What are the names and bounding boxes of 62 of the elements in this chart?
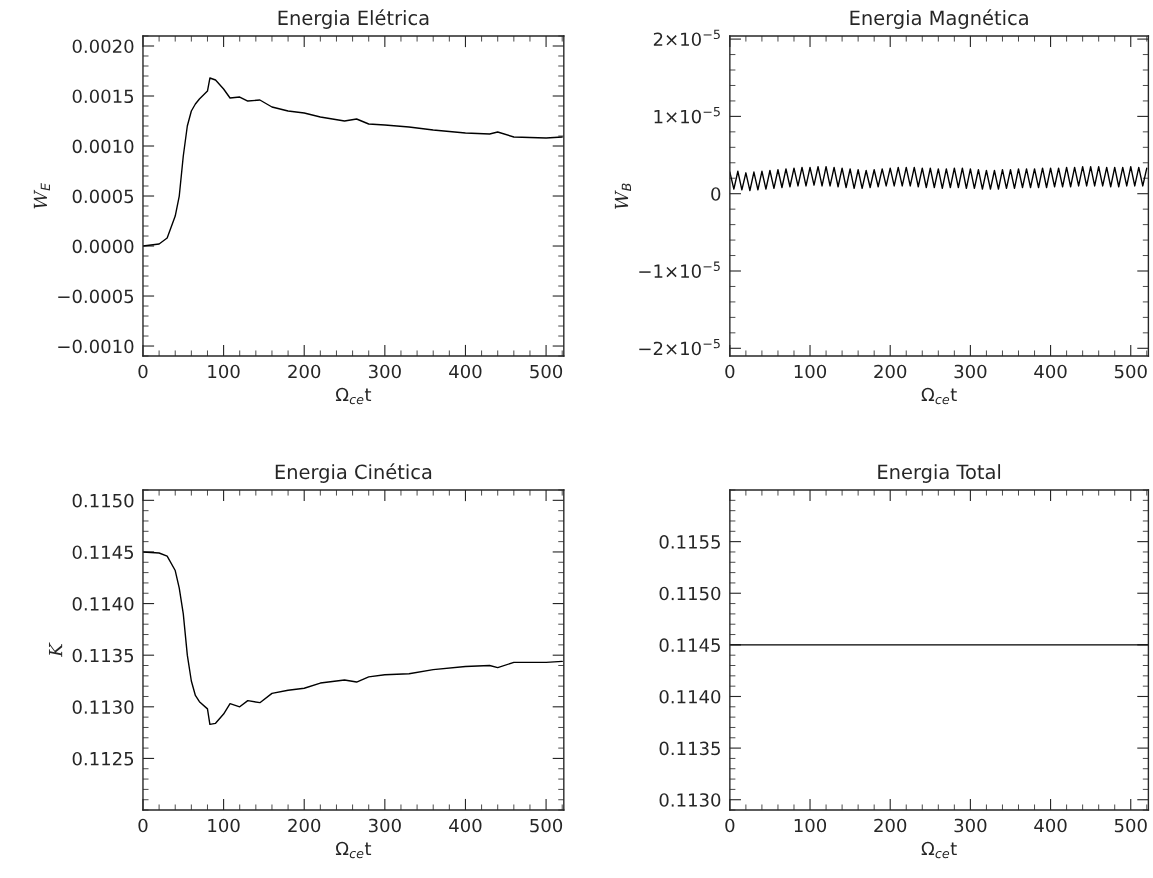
x-axis-title: Ω$_{ce}$t [335,387,372,405]
y-tick-label: 0.1130 [72,700,134,714]
x-tick-label: 100 [208,364,240,379]
x-tick-label: 0 [725,818,735,833]
chart-title: Energia Magnética [850,9,1028,29]
y-tick-label: 0.1135 [659,741,720,756]
x-tick-label: 500 [1114,364,1147,379]
line-series [729,165,1148,192]
x-tick-label: 500 [530,364,563,379]
x-tick-label: 100 [208,818,240,833]
chart-title: Energia Elétrica [278,9,429,29]
x-axis-title: Ω$_{ce}$t [335,841,372,859]
y-tick-label: 0.0015 [72,89,134,104]
y-tick-label: 0.1125 [72,751,134,766]
chart-title: Energia Cinética [275,463,432,483]
y-axis-title: W$_{B}$ [614,183,632,209]
y-tick-label: −0.0005 [58,289,134,304]
y-axis-title: K [48,642,63,658]
y-tick-label: 0.0000 [72,239,134,254]
x-tick-label: 200 [288,364,321,379]
x-tick-label: 300 [368,364,401,379]
x-tick-label: 300 [954,818,987,833]
x-tick-label: 100 [794,818,827,833]
y-tick-label: 0.1150 [72,493,134,508]
y-tick-label: −2×10$^{−5}$ [639,338,720,356]
y-tick-label: −0.0010 [58,339,134,354]
y-tick-label: −1×10$^{−5}$ [639,261,720,278]
y-tick-label: 0 [711,187,721,201]
x-tick-label: 400 [449,364,482,379]
line-series [142,551,563,726]
x-tick-label: 200 [874,818,907,833]
y-tick-label: 0.1145 [72,545,134,560]
y-tick-label: 0.1145 [659,638,720,652]
y-tick-label: 0.0010 [72,139,134,154]
y-tick-label: 0.1140 [72,597,134,611]
line-series [142,77,563,247]
y-tick-label: 1×10$^{−5}$ [654,107,720,124]
x-tick-label: 0 [138,818,148,833]
y-tick-label: 0.1155 [659,535,720,549]
x-tick-label: 500 [1114,818,1147,833]
y-tick-label: 0.1140 [659,689,721,704]
x-tick-label: 300 [368,818,401,833]
x-tick-label: 0 [725,364,735,379]
x-tick-label: 400 [449,818,482,833]
y-tick-label: 0.1135 [72,648,134,663]
chart-title: Energia Total [878,464,1001,483]
x-tick-label: 200 [288,818,321,833]
y-tick-label: 0.1130 [659,793,721,807]
y-tick-label: 2×10$^{−5}$ [653,29,720,47]
x-tick-label: 400 [1034,818,1067,833]
y-tick-label: 0.0020 [72,39,134,54]
y-axis-title: W$_{E}$ [33,182,50,209]
x-tick-label: 400 [1034,364,1067,379]
x-tick-label: 100 [794,364,827,379]
x-tick-label: 0 [138,364,148,379]
x-tick-label: 300 [954,364,987,379]
y-tick-label: 0.1150 [659,586,721,601]
y-tick-label: 0.0005 [72,189,134,204]
x-tick-label: 500 [530,818,563,833]
x-axis-title: Ω$_{ce}$t [921,387,957,405]
x-tick-label: 200 [874,364,907,379]
x-axis-title: Ω$_{ce}$t [921,841,957,859]
